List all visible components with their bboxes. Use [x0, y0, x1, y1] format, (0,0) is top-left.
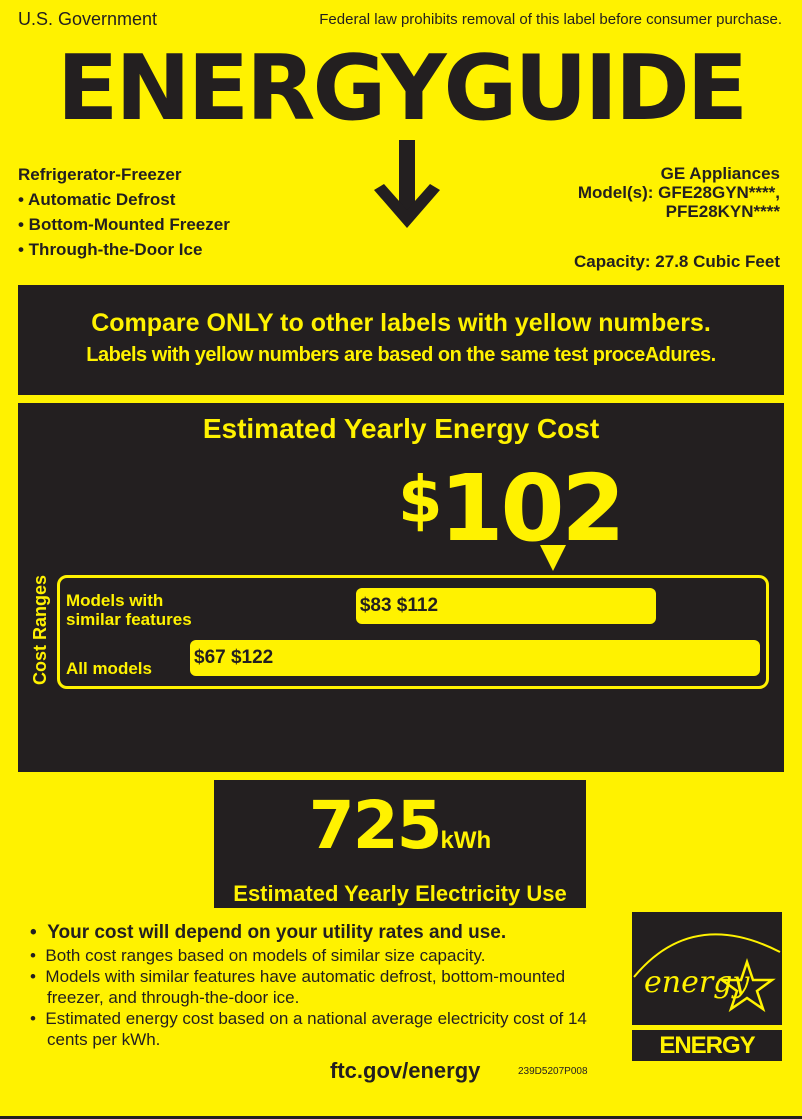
kwh-value: 725kWh [214, 786, 586, 881]
cost-number: 102 [439, 455, 626, 562]
similar-label-line: Models with [66, 591, 164, 610]
note-text: Your cost will depend on your utility ra… [47, 922, 507, 943]
removal-notice: Federal law prohibits removal of this la… [319, 11, 782, 28]
similar-label-line: similar features [66, 610, 192, 629]
energy-cost-panel: Estimated Yearly Energy Cost $102 Models… [18, 403, 784, 772]
energyguide-title: ENERGYGUIDE [56, 36, 748, 141]
cost-value: $102 [398, 451, 626, 562]
cost-ranges-label: Cost Ranges [30, 575, 50, 685]
electricity-label: Estimated Yearly Electricity Use [233, 881, 567, 906]
ftc-link[interactable]: ftc.gov/energy [330, 1058, 481, 1083]
product-features: Refrigerator-Freezer • Automatic Defrost… [18, 162, 230, 262]
cost-heading: Estimated Yearly Energy Cost [202, 413, 600, 444]
note-item: • Both cost ranges based on models of si… [30, 946, 486, 965]
note-text: Estimated energy cost based on a nationa… [45, 1009, 587, 1049]
product-type: Refrigerator-Freezer [18, 165, 182, 184]
note-bold: • Your cost will depend on your utility … [30, 922, 507, 943]
svg-text:energy: energy [644, 965, 750, 1000]
similar-models-label: Models with similar features [66, 591, 192, 629]
notes: • Your cost will depend on your utility … [30, 922, 620, 1050]
all-models-label: All models [66, 659, 152, 678]
energy-star-logo: energy ENERGY STAR [632, 912, 782, 1090]
note-item: • Models with similar features have auto… [30, 967, 566, 1007]
bottom-border [0, 1116, 802, 1119]
feature-item: • Through-the-Door Ice [18, 240, 203, 259]
note-text: Both cost ranges based on models of simi… [45, 946, 486, 965]
feature-item: • Automatic Defrost [18, 190, 176, 209]
energy-star-icon: energy [632, 912, 782, 1025]
issuer: U.S. Government [18, 9, 158, 29]
down-arrow-icon [374, 140, 440, 228]
compare-line-2: Labels with yellow numbers are based on … [86, 344, 716, 366]
model-line: PFE28KYN**** [665, 202, 780, 221]
all-range-bar: $67 $122 [190, 640, 760, 676]
note-item: • Estimated energy cost based on a natio… [30, 1009, 587, 1049]
similar-range-bar: $83 $112 [355, 588, 657, 624]
currency-symbol: $ [398, 464, 442, 538]
kwh-number: 725 [308, 787, 443, 864]
kwh-unit: kWh [440, 827, 492, 854]
cost-marker-icon [539, 545, 566, 571]
energy-star-wordmark: ENERGY STAR [632, 1030, 782, 1090]
label-code: 239D5207P008 [518, 1066, 588, 1077]
cost-range-frame [57, 575, 769, 689]
electricity-use-panel: 725kWh Estimated Yearly Electricity Use [214, 780, 586, 908]
model-info: GE Appliances Model(s): GFE28GYN****, PF… [578, 164, 780, 221]
capacity: Capacity: 27.8 Cubic Feet [574, 252, 780, 271]
compare-line-1: Compare ONLY to other labels with yellow… [91, 309, 711, 337]
note-text: Models with similar features have automa… [45, 967, 566, 1007]
compare-banner: Compare ONLY to other labels with yellow… [18, 285, 784, 395]
brand: GE Appliances [660, 164, 780, 183]
feature-item: • Bottom-Mounted Freezer [18, 215, 230, 234]
model-line: Model(s): GFE28GYN****, [577, 183, 780, 202]
svg-text:Cost Ranges: Cost Ranges [30, 575, 50, 685]
